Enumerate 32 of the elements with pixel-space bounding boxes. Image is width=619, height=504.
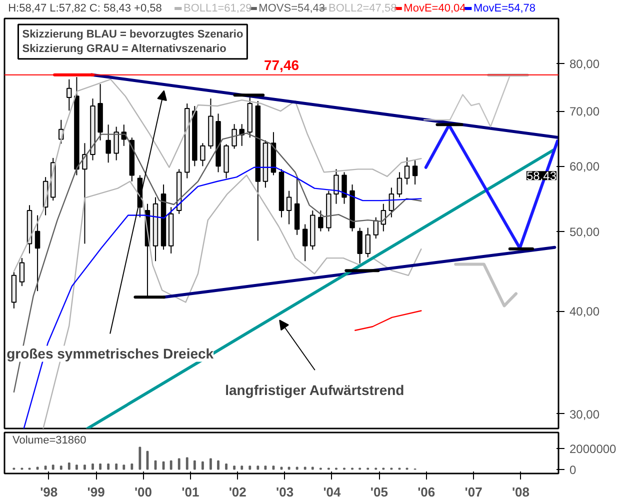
x-tick-label: '99: [87, 484, 105, 500]
legend-label: MovE=40,04: [404, 2, 466, 14]
x-tick-label: '00: [134, 484, 152, 500]
annotation: langfristiger Aufwärtstrend: [225, 382, 404, 398]
chart-title: H:58,47 L:57,82 C: 58,43 +0,58: [8, 2, 162, 14]
annotation: Skizzierung BLAU = bevorzugtes Szenario: [22, 28, 244, 40]
legend-label: MOVS=54,43: [258, 2, 326, 14]
y-tick-label: 2000000: [570, 442, 617, 456]
annotation: großes symmetrisches Dreieck: [6, 346, 214, 362]
x-tick-label: '07: [464, 484, 482, 500]
legend-label: MovE=54,78: [473, 2, 536, 14]
y-tick-label: 40,00: [570, 304, 600, 319]
annotation: 58,43: [526, 169, 557, 184]
x-tick-label: '06: [418, 484, 436, 500]
x-tick-label: '01: [182, 484, 200, 500]
x-tick-label: '05: [370, 484, 388, 500]
y-tick-label: 0: [570, 462, 576, 477]
y-tick-label: 30,00: [570, 407, 600, 422]
y-tick-label: 70,00: [570, 104, 600, 119]
y-tick-label: 50,00: [570, 224, 600, 239]
legend-label: BOLL1=61,29: [184, 2, 252, 14]
y-tick-label: 60,00: [570, 160, 600, 174]
chart-title: Volume=31860: [12, 434, 86, 446]
x-tick-label: '08: [512, 484, 530, 500]
x-tick-label: '03: [276, 484, 294, 500]
x-tick-label: '98: [40, 484, 58, 500]
ref-line-label: 77,46: [264, 56, 300, 73]
annotation: Skizzierung GRAU = Alternativszenario: [22, 42, 227, 55]
legend-label: BOLL2=47,58: [328, 2, 397, 14]
x-tick-label: '04: [323, 484, 342, 500]
x-tick-label: '02: [228, 484, 246, 500]
y-tick-label: 80,00: [570, 56, 600, 71]
